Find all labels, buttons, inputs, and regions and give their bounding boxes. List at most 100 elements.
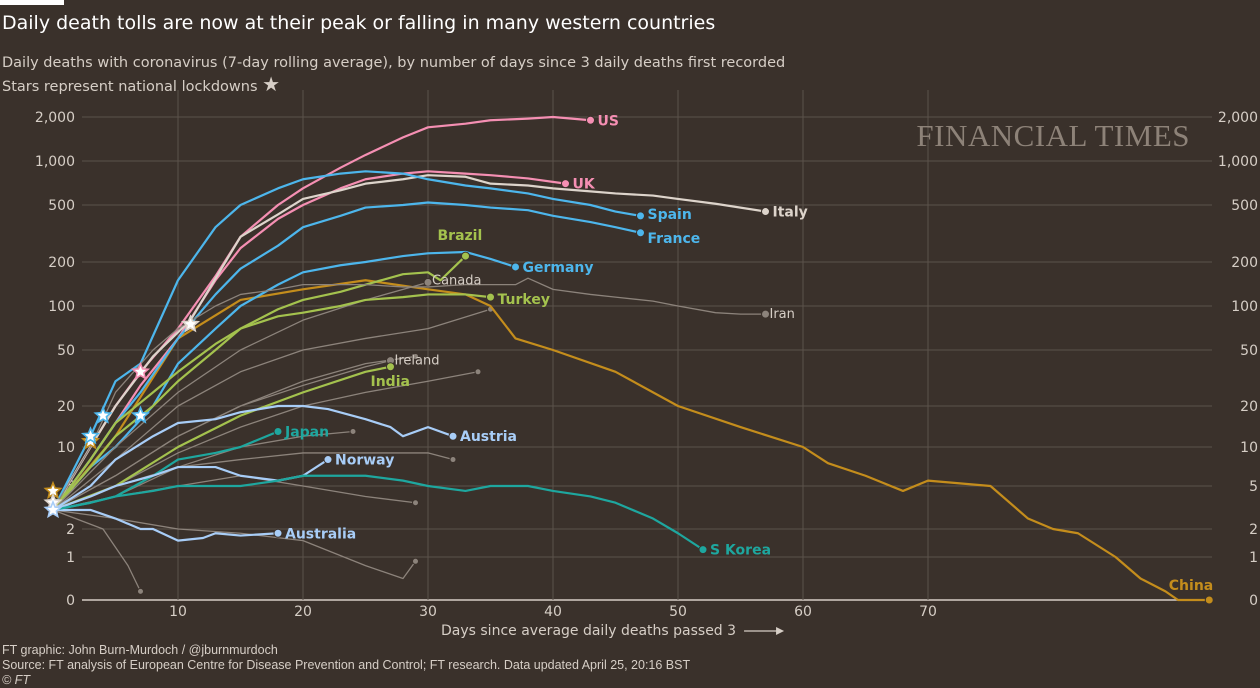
footer: FT graphic: John Burn-Murdoch / @jburnmu… bbox=[2, 643, 690, 688]
y-tick-label-right: 5 bbox=[1249, 479, 1258, 495]
x-tick-label: 50 bbox=[669, 604, 687, 620]
x-axis-arrow-icon bbox=[744, 627, 785, 635]
y-tick-label-right: 50 bbox=[1240, 343, 1258, 359]
series-label-brazil: Brazil bbox=[438, 228, 483, 244]
series-end-dot-s-korea bbox=[698, 545, 708, 555]
y-tick-label-right: 0 bbox=[1249, 593, 1258, 609]
y-tick-label-right: 1,000 bbox=[1218, 154, 1258, 170]
series-line-turkey bbox=[52, 293, 491, 511]
lockdown-star-icon bbox=[93, 405, 113, 424]
y-tick-label-left: 2,000 bbox=[35, 110, 75, 126]
chart-subtitle: Daily deaths with coronavirus (7-day rol… bbox=[2, 53, 785, 98]
series-end-dot-unlabeled bbox=[349, 427, 357, 435]
series-label-spain: Spain bbox=[648, 207, 692, 223]
lockdown-star-icon bbox=[80, 426, 101, 445]
y-tick-label-right: 2 bbox=[1249, 522, 1258, 538]
lockdown-star-icon bbox=[130, 405, 151, 424]
series-end-dot-italy bbox=[761, 207, 770, 217]
series-end-dot-india bbox=[386, 362, 395, 372]
series-label-germany: Germany bbox=[523, 260, 594, 276]
subtitle-text: Daily deaths with coronavirus (7-day rol… bbox=[2, 55, 786, 71]
series-line-brazil bbox=[52, 255, 467, 511]
series-label-s-korea: S Korea bbox=[710, 543, 771, 559]
series-end-dot-unlabeled bbox=[449, 456, 457, 464]
y-tick-label-left: 2 bbox=[66, 522, 75, 538]
series-end-dot-australia bbox=[273, 528, 283, 538]
y-tick-label-left: 10 bbox=[57, 440, 75, 456]
series-line-austria bbox=[52, 404, 454, 511]
series-line-germany bbox=[52, 250, 516, 511]
series-end-dot-us bbox=[586, 115, 595, 125]
series-label-us: US bbox=[598, 113, 619, 129]
series-label-uk: UK bbox=[573, 177, 596, 193]
series-label-australia: Australia bbox=[285, 526, 356, 542]
y-tick-label-left: 50 bbox=[57, 343, 75, 359]
series-end-dot-germany bbox=[511, 262, 520, 272]
x-tick-label: 70 bbox=[919, 604, 937, 620]
y-tick-label-right: 200 bbox=[1231, 255, 1258, 271]
series-line-italy bbox=[52, 174, 766, 511]
series-line-unlabeled bbox=[52, 509, 417, 580]
series-label-italy: Italy bbox=[773, 205, 808, 221]
y-tick-label-left: 200 bbox=[48, 255, 75, 271]
chart-title: Daily death tolls are now at their peak … bbox=[2, 12, 716, 34]
y-tick-label-left: 20 bbox=[57, 399, 75, 415]
series-end-dot-turkey bbox=[486, 292, 495, 302]
y-tick-label-right: 10 bbox=[1240, 440, 1258, 456]
series-label-austria: Austria bbox=[460, 429, 517, 445]
series-end-dot-iran bbox=[761, 309, 770, 319]
lockdown-star-icon bbox=[43, 499, 63, 519]
series-label-norway: Norway bbox=[335, 453, 394, 469]
series-end-dot-japan bbox=[273, 426, 283, 436]
series-end-dot-norway bbox=[323, 455, 333, 465]
series-line-uk bbox=[52, 170, 566, 511]
star-icon: ★ bbox=[262, 72, 281, 96]
y-tick-label-left: 1,000 bbox=[35, 154, 75, 170]
series-line-unlabeled bbox=[52, 509, 142, 592]
series-label-china: China bbox=[1169, 578, 1213, 594]
series-line-ireland bbox=[52, 360, 391, 511]
series-end-dot-unlabeled bbox=[412, 352, 419, 360]
series-label-canada: Canada bbox=[432, 273, 481, 288]
series-end-dot-unlabeled bbox=[412, 557, 419, 565]
y-tick-label-right: 100 bbox=[1231, 299, 1258, 315]
series-line-s-korea bbox=[52, 474, 704, 551]
y-tick-label-left: 500 bbox=[48, 198, 75, 214]
series-line-iran bbox=[52, 277, 766, 511]
series-line-china bbox=[52, 279, 1210, 602]
ft-top-bar bbox=[0, 0, 64, 5]
series-end-dot-uk bbox=[561, 179, 570, 189]
series-end-dot-canada bbox=[423, 277, 433, 287]
series-line-unlabeled bbox=[52, 308, 491, 511]
x-axis-label: Days since average daily deaths passed 3 bbox=[441, 623, 736, 639]
ft-logo: FINANCIAL TIMES bbox=[916, 118, 1190, 153]
x-tick-label: 30 bbox=[419, 604, 437, 620]
footer-copyright: © FT bbox=[2, 673, 30, 687]
y-tick-label-right: 20 bbox=[1240, 399, 1258, 415]
series-label-japan: Japan bbox=[284, 424, 329, 440]
series-end-dot-spain bbox=[636, 211, 645, 221]
series-end-dot-china bbox=[1204, 595, 1214, 605]
series-end-dot-brazil bbox=[461, 251, 470, 261]
series-end-dot-unlabeled bbox=[412, 499, 419, 507]
y-tick-label-right: 2,000 bbox=[1218, 110, 1258, 126]
series-label-ireland: Ireland bbox=[395, 354, 440, 369]
x-tick-label: 20 bbox=[294, 604, 312, 620]
series-group bbox=[52, 115, 1214, 605]
series-end-dot-france bbox=[636, 228, 645, 238]
x-tick-label: 10 bbox=[169, 604, 187, 620]
series-line-india bbox=[52, 365, 391, 511]
series-end-dot-austria bbox=[448, 431, 458, 441]
series-line-spain bbox=[52, 170, 641, 511]
y-tick-label-right: 1 bbox=[1249, 550, 1258, 566]
y-tick-label-left: 0 bbox=[66, 593, 75, 609]
x-tick-label: 40 bbox=[544, 604, 562, 620]
series-line-france bbox=[52, 201, 641, 511]
y-tick-label-left: 1 bbox=[66, 550, 75, 566]
lockdown-star-icon bbox=[180, 314, 201, 333]
series-label-turkey: Turkey bbox=[498, 292, 550, 308]
footer-source: Source: FT analysis of European Centre f… bbox=[2, 658, 691, 672]
series-label-india: India bbox=[371, 374, 410, 390]
